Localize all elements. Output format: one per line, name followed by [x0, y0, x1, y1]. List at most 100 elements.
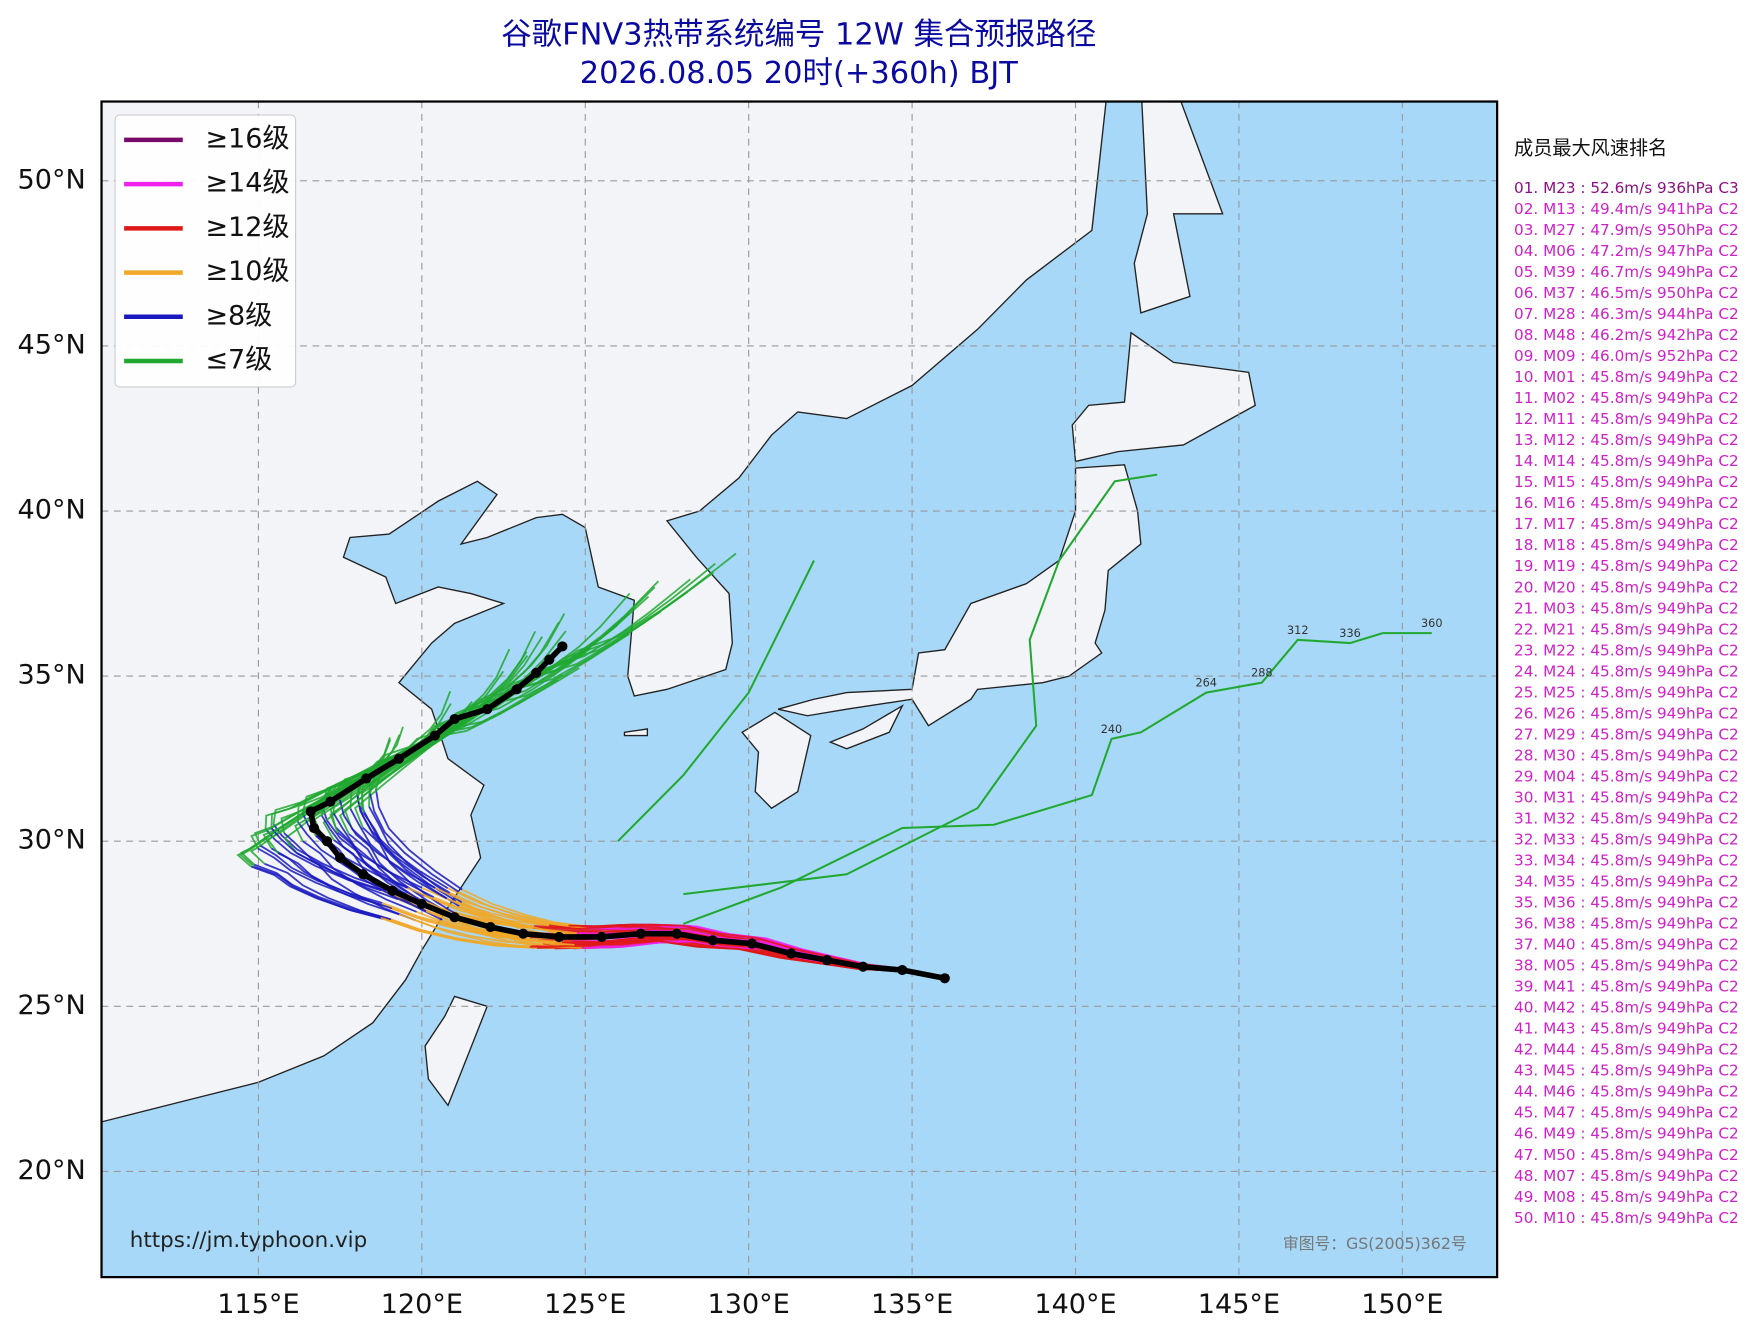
ranking-item: 05. M39 : 46.7m/s 949hPa C2 [1514, 263, 1739, 281]
ranking-item: 24. M24 : 45.8m/s 949hPa C2 [1514, 662, 1739, 680]
land [623, 728, 649, 737]
member-track [321, 805, 423, 889]
member-track [349, 595, 650, 809]
ranking-item: 39. M41 : 45.8m/s 949hPa C2 [1514, 978, 1739, 996]
member-track [368, 806, 463, 903]
mean-track-point [325, 796, 336, 807]
member-track [443, 914, 575, 946]
ranking-item: 41. M43 : 45.8m/s 949hPa C2 [1514, 1020, 1739, 1038]
ranking-item: 21. M03 : 45.8m/s 949hPa C2 [1514, 599, 1739, 617]
ranking-item: 25. M25 : 45.8m/s 949hPa C2 [1514, 683, 1739, 701]
mean-track-point [746, 938, 758, 949]
y-tick-label: 35°N [18, 660, 86, 691]
ranking-item: 06. M37 : 46.5m/s 950hPa C2 [1514, 284, 1739, 302]
member-track [398, 913, 543, 946]
legend-label: ≤7级 [205, 345, 272, 376]
track-hour-label: 288 [1251, 667, 1273, 680]
mean-track-point [387, 885, 398, 896]
mean-track-point [361, 773, 372, 784]
mean-track-point [449, 713, 460, 725]
land [1133, 101, 1224, 314]
ranking-item: 27. M29 : 45.8m/s 949hPa C2 [1514, 725, 1739, 743]
ranking-item: 18. M18 : 45.8m/s 949hPa C2 [1514, 536, 1739, 554]
mean-track-point [335, 852, 346, 863]
mean-track-point [485, 922, 496, 933]
ranking-item: 38. M05 : 45.8m/s 949hPa C2 [1514, 957, 1739, 975]
ranking-item: 15. M15 : 45.8m/s 949hPa C2 [1514, 473, 1739, 491]
member-track [683, 632, 1432, 925]
mean-track-point [429, 730, 440, 741]
x-tick-label: 115°E [217, 1289, 299, 1320]
mean-track-point [511, 684, 522, 695]
y-tick-label: 45°N [18, 329, 86, 360]
track-hour-label: 336 [1339, 627, 1361, 640]
ranking-item: 23. M22 : 45.8m/s 949hPa C2 [1514, 641, 1739, 659]
legend-label: ≥12级 [205, 212, 289, 243]
mean-track-point [357, 869, 369, 880]
track-hour-label: 360 [1421, 617, 1443, 630]
legend: ≥16级 ≥14级 ≥12级 ≥10级 ≥8级 ≤7级 [114, 114, 297, 388]
track-hour-label: 264 [1195, 677, 1217, 690]
ranking-item: 42. M44 : 45.8m/s 949hPa C2 [1514, 1041, 1739, 1059]
mean-track-point [557, 641, 568, 652]
ranking-item: 11. M02 : 45.8m/s 949hPa C2 [1514, 389, 1739, 407]
x-tick-label: 120°E [381, 1289, 463, 1320]
mean-track-point [449, 912, 460, 923]
ranking-item: 26. M26 : 45.8m/s 949hPa C2 [1514, 704, 1739, 722]
member-track [260, 845, 383, 904]
ranking-item: 19. M19 : 45.8m/s 949hPa C2 [1514, 557, 1739, 575]
url: https://jm.typhoon.vip [130, 1228, 368, 1253]
ranking-item: 44. M46 : 45.8m/s 949hPa C2 [1514, 1083, 1739, 1101]
legend-label: ≥10级 [205, 256, 289, 287]
member-track [369, 793, 460, 893]
ranking-title: 成员最大风速排名 [1514, 136, 1667, 159]
ranking-item: 07. M28 : 46.3m/s 944hPa C2 [1514, 305, 1739, 323]
ranking-item: 03. M27 : 47.9m/s 950hPa C2 [1514, 221, 1739, 239]
x-tick-label: 135°E [871, 1289, 953, 1320]
ranking-item: 30. M31 : 45.8m/s 949hPa C2 [1514, 788, 1739, 806]
map-layer: 240 264 288 312 336 360 [101, 101, 1498, 1278]
mean-track-point [305, 806, 316, 817]
approval-number: 审图号：GS(2005)362号 [1283, 1234, 1467, 1253]
ranking-item: 31. M32 : 45.8m/s 949hPa C2 [1514, 809, 1739, 827]
ranking-item: 50. M10 : 45.8m/s 949hPa C2 [1514, 1209, 1739, 1227]
ranking-item: 46. M49 : 45.8m/s 949hPa C2 [1514, 1125, 1739, 1143]
legend-label: ≥16级 [205, 123, 289, 154]
legend-label: ≥14级 [205, 168, 289, 199]
member-track [434, 887, 569, 927]
mean-track-point [308, 822, 320, 834]
member-track [375, 788, 463, 891]
ranking-item: 37. M40 : 45.8m/s 949hPa C2 [1514, 936, 1739, 954]
land [777, 464, 1142, 727]
ranking-item: 14. M14 : 45.8m/s 949hPa C2 [1514, 452, 1739, 470]
member-track [264, 862, 392, 921]
legend-label: ≥8级 [205, 300, 272, 331]
mean-track-point [897, 964, 908, 976]
member-track [362, 826, 464, 920]
member-track [381, 902, 531, 938]
ranking-item: 16. M16 : 45.8m/s 949hPa C2 [1514, 494, 1739, 512]
ranking-item: 10. M01 : 45.8m/s 949hPa C2 [1514, 368, 1739, 386]
member-track [461, 888, 589, 928]
mean-track-point [393, 753, 405, 764]
member-track [339, 799, 436, 889]
ranking-item: 29. M04 : 45.8m/s 949hPa C2 [1514, 767, 1739, 785]
track-hour-label: 240 [1101, 723, 1123, 736]
y-tick-label: 20°N [18, 1155, 86, 1186]
ranking-item: 35. M36 : 45.8m/s 949hPa C2 [1514, 894, 1739, 912]
mean-track-point [671, 928, 682, 939]
mean-track-point [596, 931, 607, 943]
member-track [351, 828, 455, 917]
mean-track-point [416, 898, 427, 910]
member-track [270, 827, 387, 893]
x-tick-label: 145°E [1198, 1289, 1280, 1320]
y-tick-label: 40°N [18, 495, 86, 526]
x-tick-label: 130°E [708, 1289, 790, 1320]
ranking-item: 45. M47 : 45.8m/s 949hPa C2 [1514, 1104, 1739, 1122]
member-track [250, 865, 381, 919]
member-track [332, 812, 435, 898]
title: 谷歌FNV3热带系统编号 12W 集合预报路径 [501, 18, 1096, 53]
ranking-item: 12. M11 : 45.8m/s 949hPa C2 [1514, 410, 1739, 428]
ranking-item: 09. M09 : 46.0m/s 952hPa C2 [1514, 347, 1739, 365]
